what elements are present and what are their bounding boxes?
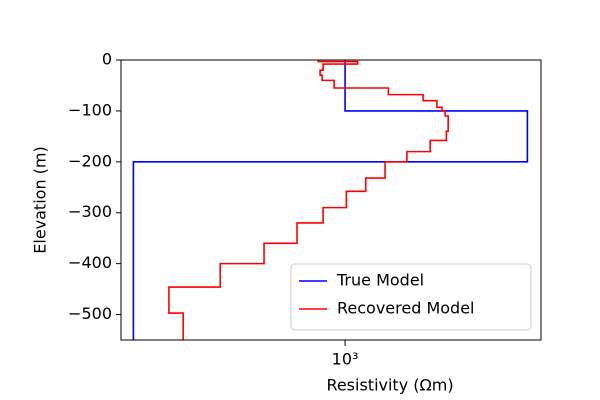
x-axis-label: Resistivity (Ωm) xyxy=(326,376,453,395)
series-line xyxy=(132,60,529,340)
legend-label: True Model xyxy=(336,271,424,290)
series-line xyxy=(168,60,449,340)
plot-frame xyxy=(120,59,542,341)
legend-label: Recovered Model xyxy=(337,299,475,318)
y-tick-label: −300 xyxy=(68,202,112,221)
y-tick-label: −100 xyxy=(68,100,112,119)
y-tick-label: −500 xyxy=(68,304,112,323)
y-axis-label: Elevation (m) xyxy=(31,146,50,253)
y-tick-label: −200 xyxy=(68,151,112,170)
y-tick-label: 0 xyxy=(102,50,112,69)
y-tick-label: −400 xyxy=(68,253,112,272)
x-tick-label: 10³ xyxy=(332,350,359,369)
legend-box xyxy=(290,263,532,331)
